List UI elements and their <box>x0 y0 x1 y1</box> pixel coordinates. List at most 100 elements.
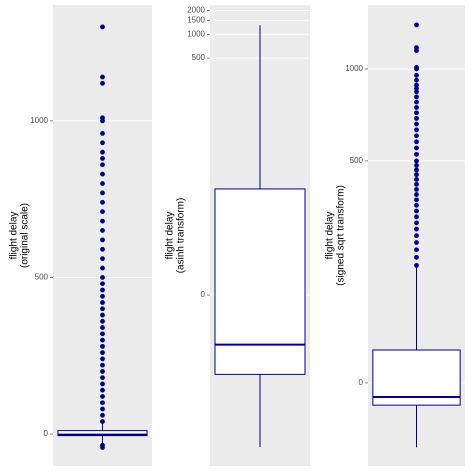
y-axis-label: (asinh transform) <box>176 198 187 274</box>
outlier <box>414 247 419 253</box>
outlier <box>100 190 105 196</box>
outlier <box>100 287 105 293</box>
outlier <box>414 202 419 208</box>
outlier <box>100 300 105 305</box>
outlier <box>414 86 419 91</box>
outlier <box>100 406 105 412</box>
outlier <box>414 65 419 70</box>
outlier <box>100 80 105 86</box>
outlier <box>100 281 105 287</box>
outlier <box>100 419 105 424</box>
outlier <box>100 312 105 318</box>
outlier <box>100 325 105 330</box>
outlier <box>414 139 419 145</box>
outlier <box>414 99 419 105</box>
outlier <box>100 228 105 233</box>
y-tick-label: 500 <box>350 156 364 165</box>
outlier <box>414 208 419 214</box>
y-tick-label: 0 <box>44 429 49 438</box>
outlier <box>100 400 105 406</box>
outlier <box>100 387 105 393</box>
outlier <box>100 256 105 262</box>
box <box>214 188 306 375</box>
outlier <box>100 369 105 374</box>
outlier <box>100 149 105 155</box>
outlier <box>100 356 105 362</box>
outlier <box>100 218 105 224</box>
outlier <box>100 275 105 280</box>
y-tick-label: 1000 <box>345 64 363 73</box>
y-tick-label: 1500 <box>187 16 205 25</box>
outlier <box>100 343 105 349</box>
outlier <box>414 254 419 260</box>
outlier <box>100 350 105 356</box>
outlier <box>414 151 419 157</box>
outlier <box>414 72 419 78</box>
outlier <box>414 110 419 116</box>
outlier <box>100 171 105 177</box>
outlier <box>414 263 419 268</box>
y-axis-label: (original scale) <box>20 203 31 268</box>
outlier <box>414 226 419 232</box>
outlier <box>414 121 419 127</box>
y-axis-label: flight delay <box>165 212 176 260</box>
y-tick-label: 0 <box>359 378 364 387</box>
outlier <box>100 293 105 299</box>
outlier <box>414 177 419 182</box>
outlier <box>100 181 105 186</box>
outlier <box>100 337 105 343</box>
outlier <box>414 181 419 187</box>
y-axis-label: flight delay <box>325 212 336 260</box>
box <box>372 349 461 406</box>
outlier <box>100 131 105 136</box>
outlier <box>414 163 419 168</box>
y-axis-label: flight delay <box>9 212 20 260</box>
outlier <box>100 24 105 30</box>
y-tick-label: 1000 <box>30 116 48 125</box>
outlier <box>100 209 105 215</box>
outlier <box>100 362 105 368</box>
y-tick-label: 500 <box>192 53 206 62</box>
outlier <box>414 89 419 95</box>
outlier <box>414 192 419 197</box>
y-axis-label: (signed sqrt transform) <box>336 185 347 286</box>
outlier <box>100 246 105 252</box>
outlier <box>100 115 105 121</box>
outlier <box>414 94 419 100</box>
outlier <box>414 77 419 83</box>
outlier <box>100 199 105 205</box>
outlier <box>100 318 105 324</box>
outlier <box>100 74 105 80</box>
outlier <box>414 127 419 133</box>
outlier <box>414 105 419 110</box>
outlier <box>414 172 419 178</box>
outlier <box>100 156 105 161</box>
outlier <box>100 412 105 418</box>
outlier <box>414 186 419 192</box>
y-tick-label: 0 <box>201 290 206 299</box>
outlier <box>100 265 105 271</box>
outlier <box>100 442 105 448</box>
outlier <box>100 331 105 337</box>
y-tick-label: 1000 <box>187 29 205 38</box>
outlier <box>414 158 419 164</box>
outlier <box>414 22 419 28</box>
y-tick-label: 2000 <box>187 6 205 15</box>
y-tick-label: 500 <box>35 273 49 282</box>
outlier <box>414 145 419 151</box>
outlier <box>414 233 419 239</box>
outlier <box>414 115 419 121</box>
outlier <box>100 237 105 243</box>
outlier <box>414 45 419 51</box>
outlier <box>414 220 419 226</box>
outlier <box>100 306 105 312</box>
outlier <box>100 381 105 387</box>
outlier <box>100 140 105 146</box>
outlier <box>414 167 419 173</box>
outlier <box>100 394 105 399</box>
outlier <box>100 162 105 168</box>
outlier <box>100 375 105 381</box>
outlier <box>414 240 419 245</box>
